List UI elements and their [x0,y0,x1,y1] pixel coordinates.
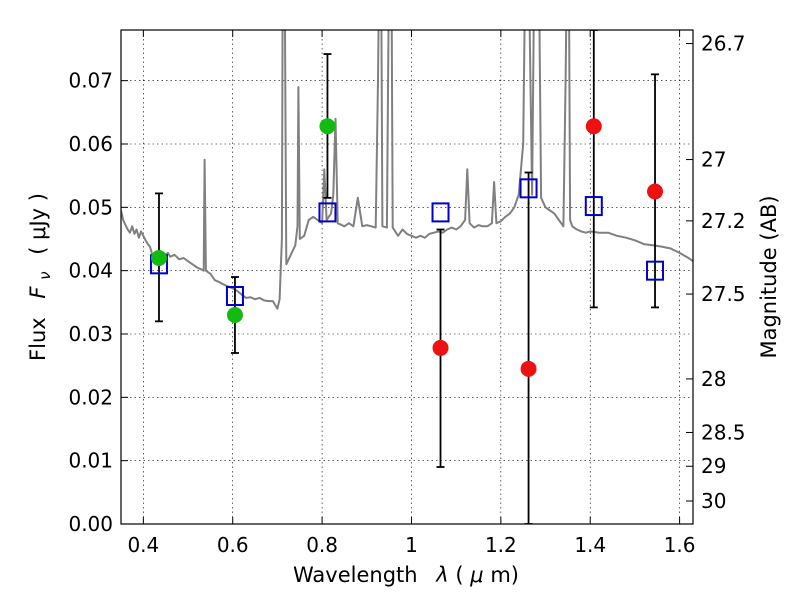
x-axis-title: Wavelength λ ( μ m) [293,563,519,587]
x-tick-label: 0.4 [127,533,159,557]
model-photometry-square [225,286,244,306]
y-tick-label: 0.05 [68,195,113,219]
y-tick-label: 0.02 [68,385,113,409]
x-axis-title-unit-close: m) [490,563,519,587]
right-tick-label: 28 [701,367,726,391]
y-tick-label: 0.01 [68,449,113,473]
y-tick-label: 0.00 [68,512,113,536]
y-tick-label: 0.06 [68,132,113,156]
y-tick-label: 0.03 [68,322,113,346]
y-axis-title-unit: ( μJy ) [26,193,50,255]
spectrum-line [121,30,693,310]
plot-background [121,30,693,524]
x-tick-label: 1.6 [664,533,696,557]
model-photometry-square [431,202,450,223]
y-axis-title-symbol: F [26,286,50,299]
non-detection-point [585,118,602,135]
x-tick-label: 1 [405,533,418,557]
model-photometry-square [519,178,538,199]
model-photometry-square [646,260,665,281]
y-axis-title-symbol-sub: ν [36,271,54,279]
y-axis-title: Flux F ν ( μJy ) [26,193,55,361]
data-layer [121,30,693,524]
y-axis-title-text: Flux [26,317,50,361]
right-tick-label: 28.5 [701,420,746,444]
model-photometry-square [584,196,603,217]
model-photometry-square [318,202,337,223]
x-tick-label: 0.8 [306,533,338,557]
axis-ticks: 0.4 0.6 0.8 1 1.2 1.4 1.6 0.00 0.01 0.02 0.03 0.04 0… [68,30,746,557]
right-tick-label: 27.5 [701,282,746,306]
y-tick-label: 0.07 [68,69,113,93]
right-tick-label: 29 [701,454,726,478]
right-tick-label: 27.2 [701,209,746,233]
x-tick-label: 1.2 [485,533,517,557]
right-tick-label: 30 [701,489,726,513]
x-axis-title-unit-open: ( [455,563,463,587]
x-axis-title-unit-mu: μ [469,563,483,587]
grid-lines [121,30,693,524]
detection-point [226,307,243,323]
right-tick-label: 27 [701,148,726,172]
x-axis-title-text: Wavelength [293,563,418,587]
right-tick-label: 26.7 [701,32,746,56]
x-axis-title-symbol: λ [435,563,448,587]
detection-point [150,250,167,266]
detection-point [319,118,336,135]
right-axis-title: Magnitude (AB) [757,195,781,358]
y-tick-label: 0.04 [68,259,113,283]
x-tick-label: 0.6 [217,533,249,557]
x-tick-label: 1.4 [574,533,606,557]
plot-frame [120,29,694,525]
non-detection-point [520,360,537,377]
non-detection-point [432,339,449,356]
non-detection-point [647,183,664,200]
